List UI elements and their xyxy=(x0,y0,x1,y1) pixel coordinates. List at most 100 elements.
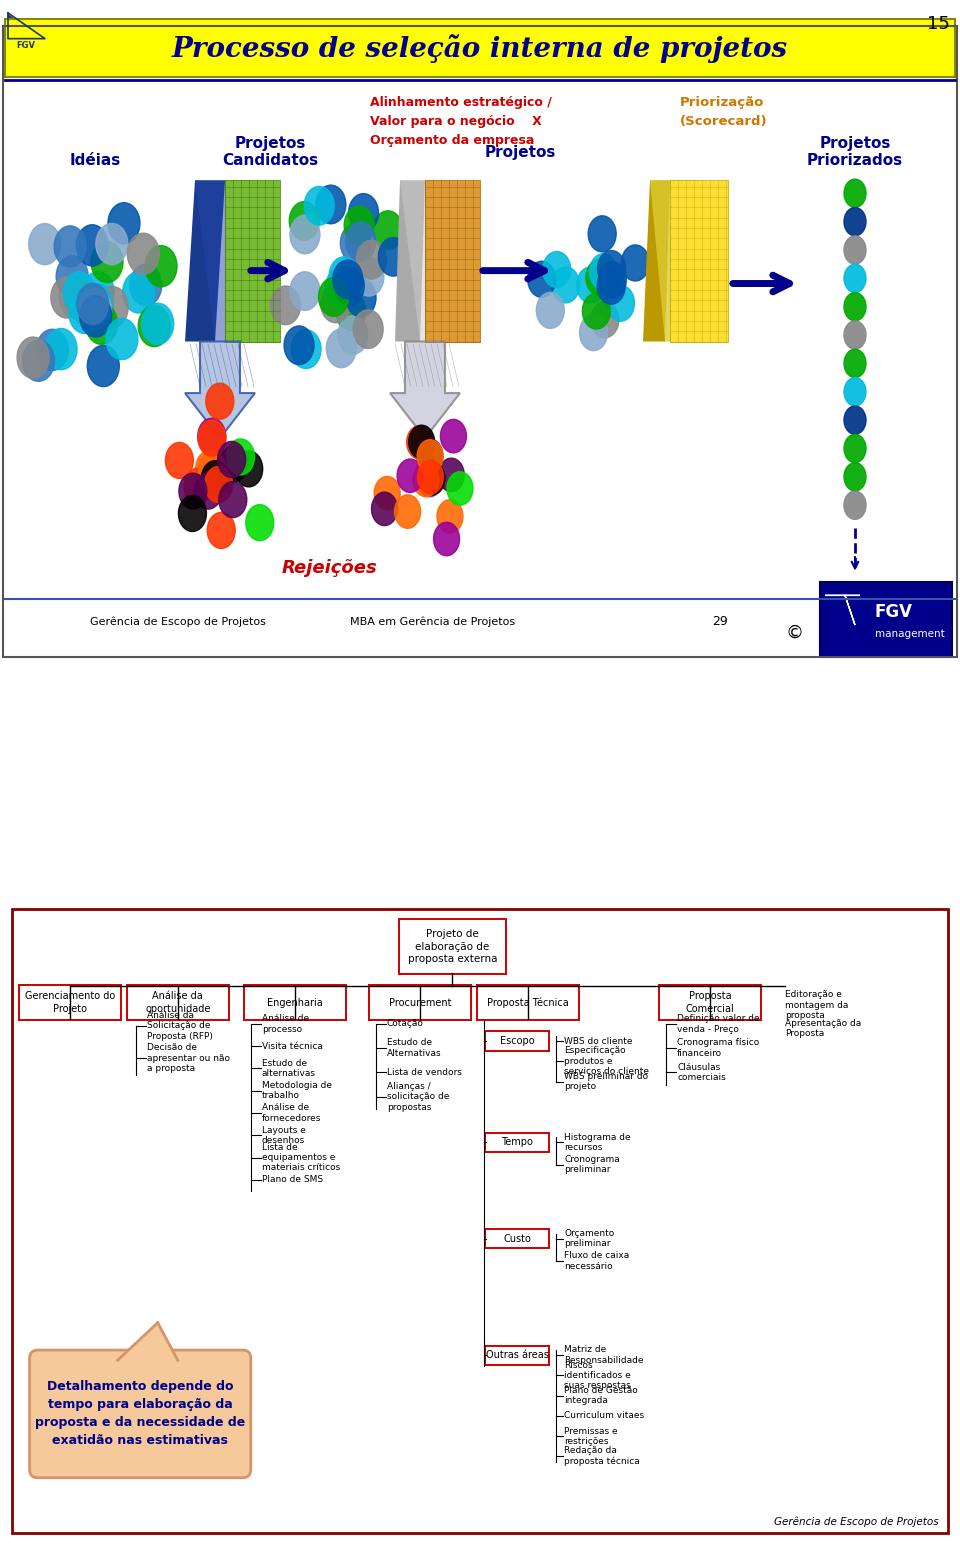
Circle shape xyxy=(353,310,383,349)
FancyBboxPatch shape xyxy=(399,920,506,974)
Circle shape xyxy=(844,434,866,462)
FancyBboxPatch shape xyxy=(820,583,952,658)
Circle shape xyxy=(597,251,626,287)
Circle shape xyxy=(246,504,274,541)
Circle shape xyxy=(336,292,366,330)
Circle shape xyxy=(346,278,376,316)
Polygon shape xyxy=(643,180,670,341)
Text: 15: 15 xyxy=(927,16,950,34)
Circle shape xyxy=(142,302,174,344)
Circle shape xyxy=(70,284,103,326)
Text: management: management xyxy=(875,630,945,639)
Circle shape xyxy=(17,337,49,378)
Text: Análise da
Solicitação de
Proposta (RFP): Análise da Solicitação de Proposta (RFP) xyxy=(147,1011,212,1041)
Circle shape xyxy=(416,456,442,490)
Circle shape xyxy=(374,476,400,510)
Circle shape xyxy=(194,473,222,509)
Circle shape xyxy=(319,278,348,316)
Circle shape xyxy=(338,316,368,354)
Circle shape xyxy=(22,340,55,382)
Circle shape xyxy=(334,267,364,306)
Circle shape xyxy=(326,329,356,368)
Text: Layouts e
desenhos: Layouts e desenhos xyxy=(262,1126,305,1145)
FancyBboxPatch shape xyxy=(477,985,579,1021)
Circle shape xyxy=(179,495,206,532)
Text: Valor para o negócio    X: Valor para o negócio X xyxy=(370,115,541,129)
Circle shape xyxy=(83,271,114,313)
Text: Alinhamento estratégico /: Alinhamento estratégico / xyxy=(370,96,552,109)
FancyBboxPatch shape xyxy=(18,985,121,1021)
Text: Orçamento da empresa: Orçamento da empresa xyxy=(370,135,535,147)
Circle shape xyxy=(29,223,60,265)
Circle shape xyxy=(76,225,108,265)
Text: Alianças /
solicitação de
propostas: Alianças / solicitação de propostas xyxy=(387,1083,449,1112)
Circle shape xyxy=(234,451,263,487)
Circle shape xyxy=(397,459,423,493)
Circle shape xyxy=(184,468,212,504)
Polygon shape xyxy=(195,180,250,341)
Text: Análise de
fornecedores: Análise de fornecedores xyxy=(262,1103,322,1123)
Circle shape xyxy=(378,237,408,276)
Circle shape xyxy=(413,464,439,496)
Circle shape xyxy=(205,383,234,419)
Circle shape xyxy=(208,454,236,490)
Circle shape xyxy=(372,492,397,526)
Text: Lista de vendors: Lista de vendors xyxy=(387,1069,462,1076)
FancyBboxPatch shape xyxy=(425,180,480,341)
Circle shape xyxy=(537,292,564,329)
Polygon shape xyxy=(650,180,700,341)
Circle shape xyxy=(844,264,866,293)
Circle shape xyxy=(346,222,376,261)
Circle shape xyxy=(106,318,138,360)
Text: Orçamento
preliminar: Orçamento preliminar xyxy=(564,1228,614,1249)
Circle shape xyxy=(528,261,556,298)
Text: MBA em Gerência de Projetos: MBA em Gerência de Projetos xyxy=(350,616,516,627)
Text: Especificação
produtos e
serviços do cliente: Especificação produtos e serviços do cli… xyxy=(564,1047,649,1076)
Text: Curriculum vitaes: Curriculum vitaes xyxy=(564,1411,644,1421)
FancyBboxPatch shape xyxy=(485,1346,549,1365)
Polygon shape xyxy=(390,341,460,437)
Circle shape xyxy=(202,461,229,496)
Circle shape xyxy=(80,284,112,326)
Text: WBS preliminar do
projeto: WBS preliminar do projeto xyxy=(564,1072,648,1092)
Text: ©: © xyxy=(786,624,804,642)
Text: Gerenciamento do
Projeto: Gerenciamento do Projeto xyxy=(25,991,115,1014)
Circle shape xyxy=(220,447,248,482)
Text: Projetos: Projetos xyxy=(484,146,556,160)
Circle shape xyxy=(289,202,320,240)
Circle shape xyxy=(372,211,403,250)
Circle shape xyxy=(621,245,649,281)
Circle shape xyxy=(341,223,371,262)
Circle shape xyxy=(407,425,433,459)
Circle shape xyxy=(316,185,346,223)
Circle shape xyxy=(36,329,68,371)
FancyBboxPatch shape xyxy=(660,985,761,1021)
Circle shape xyxy=(419,462,444,495)
Text: Gerência de Escopo de Projetos: Gerência de Escopo de Projetos xyxy=(774,1517,938,1528)
Circle shape xyxy=(204,467,232,503)
Text: Riscos
identificados e
suas respostas: Riscos identificados e suas respostas xyxy=(564,1360,631,1390)
Circle shape xyxy=(290,271,320,310)
Circle shape xyxy=(591,301,619,338)
Circle shape xyxy=(198,420,226,456)
Text: Plano de Gestão
integrada: Plano de Gestão integrada xyxy=(564,1387,637,1405)
Text: WBS do cliente: WBS do cliente xyxy=(564,1036,633,1045)
Text: Processo de seleção interna de projetos: Processo de seleção interna de projetos xyxy=(172,34,788,64)
Circle shape xyxy=(345,206,374,245)
Text: 29: 29 xyxy=(712,616,728,628)
Text: Gerência de Escopo de Projetos: Gerência de Escopo de Projetos xyxy=(90,616,266,627)
Circle shape xyxy=(123,271,155,313)
Circle shape xyxy=(96,287,129,327)
Circle shape xyxy=(329,257,359,296)
Circle shape xyxy=(598,262,626,298)
Text: Editoração e
montagem da
proposta: Editoração e montagem da proposta xyxy=(785,991,849,1021)
Circle shape xyxy=(57,256,88,298)
Circle shape xyxy=(844,208,866,236)
Circle shape xyxy=(199,451,227,489)
Circle shape xyxy=(284,326,314,364)
Circle shape xyxy=(844,462,866,492)
Circle shape xyxy=(79,288,111,329)
Circle shape xyxy=(354,257,384,296)
Text: Rejeições: Rejeições xyxy=(282,560,378,577)
Circle shape xyxy=(60,278,91,318)
